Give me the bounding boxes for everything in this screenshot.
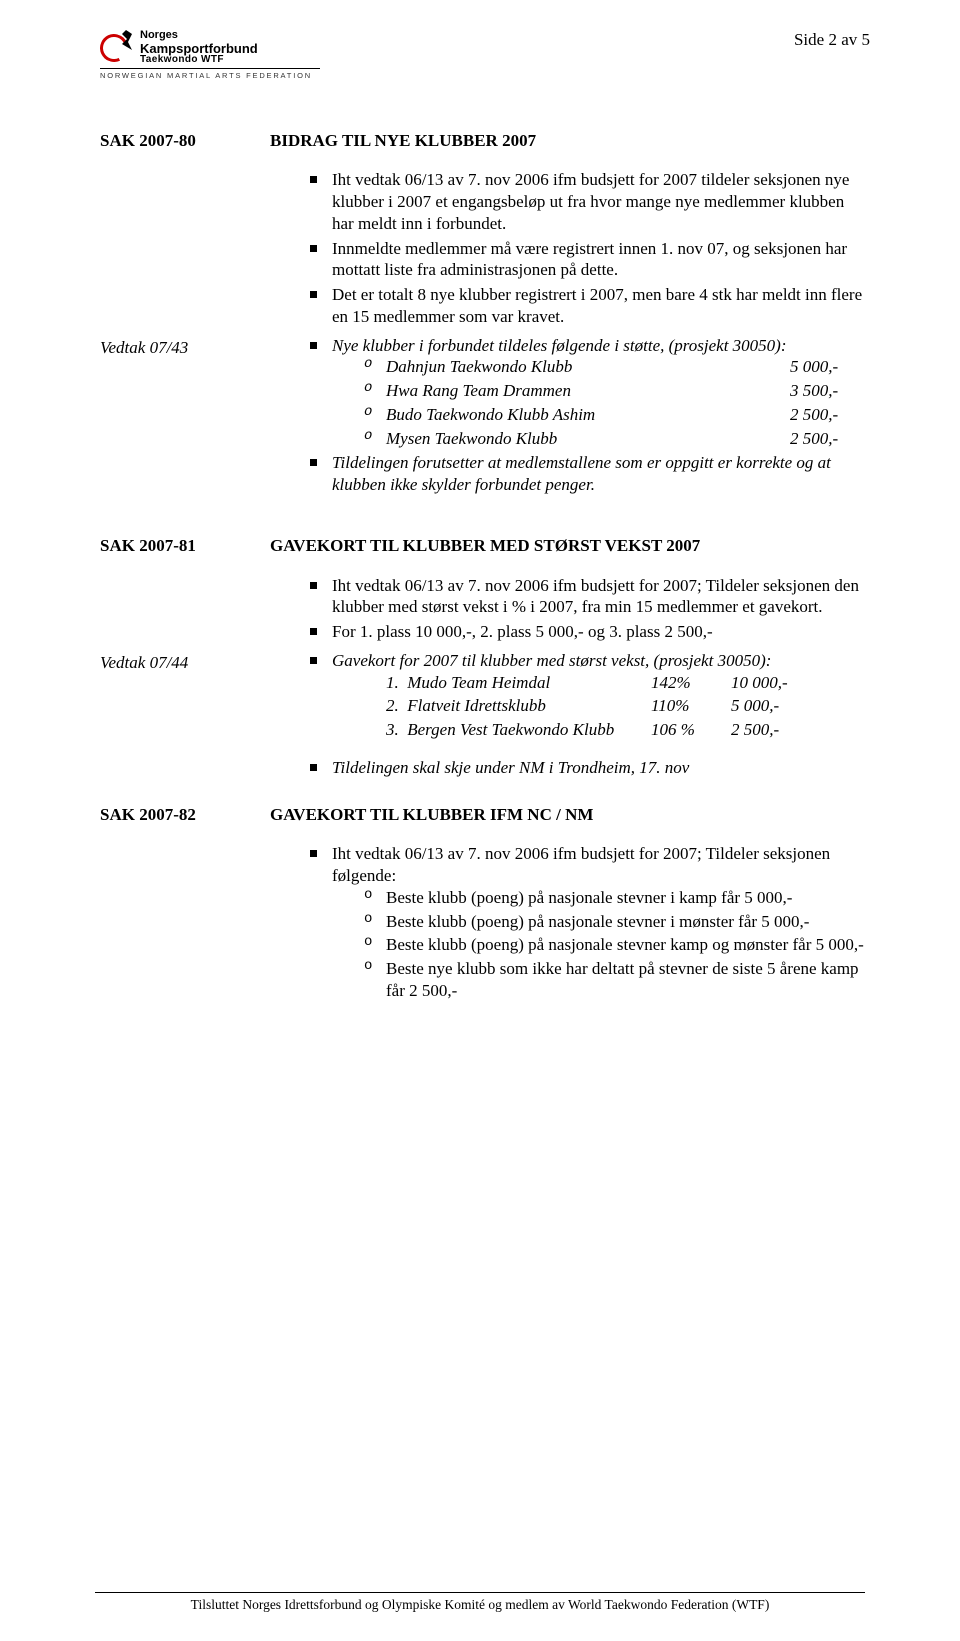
grant-row: Hwa Rang Team Drammen 3 500,- xyxy=(364,380,870,402)
logo-divider xyxy=(100,68,320,69)
sak-82-items: Beste klubb (poeng) på nasjonale stevner… xyxy=(364,887,870,1002)
rank-amount: 5 000,- xyxy=(731,695,811,717)
sak-82-title: GAVEKORT TIL KLUBBER IFM NC / NM xyxy=(270,804,870,826)
sak-82-intro-text: Iht vedtak 06/13 av 7. nov 2006 ifm buds… xyxy=(332,844,830,885)
logo-block: Norges Kampsportforbund Taekwondo WTF NO… xyxy=(100,30,320,80)
logo-line-3: Taekwondo WTF xyxy=(140,55,258,66)
vedtak-44-intro-text: Gavekort for 2007 til klubber med størst… xyxy=(332,651,771,670)
sak-82-item: Beste klubb (poeng) på nasjonale stevner… xyxy=(364,911,870,933)
sak-80-bullet: Innmeldte medlemmer må være registrert i… xyxy=(310,238,870,282)
grant-name: Hwa Rang Team Drammen xyxy=(386,380,790,402)
rank-num: 3. xyxy=(386,720,399,739)
sak-81-title: GAVEKORT TIL KLUBBER MED STØRST VEKST 20… xyxy=(270,535,870,557)
federation-logo-icon xyxy=(100,30,134,58)
vedtak-44-outro-list: Tildelingen skal skje under NM i Trondhe… xyxy=(310,757,870,779)
page-header: Norges Kampsportforbund Taekwondo WTF NO… xyxy=(100,30,870,80)
sak-80-bullet: Det er totalt 8 nye klubber registrert i… xyxy=(310,284,870,328)
logo-line-2: Kampsportforbund xyxy=(140,42,258,56)
vedtak-43-intro-text: Nye klubber i forbundet tildeles følgend… xyxy=(332,336,787,355)
vedtak-43-intro: Nye klubber i forbundet tildeles følgend… xyxy=(310,335,870,450)
sak-80-section: SAK 2007-80 BIDRAG TIL NYE KLUBBER 2007 … xyxy=(100,130,870,331)
vedtak-43-label: Vedtak 07/43 xyxy=(100,337,270,499)
vedtak-44-intro: Gavekort for 2007 til klubber med størst… xyxy=(310,650,870,741)
sak-80-bullets: Iht vedtak 06/13 av 7. nov 2006 ifm buds… xyxy=(310,169,870,327)
sak-82-item: Beste nye klubb som ikke har deltatt på … xyxy=(364,958,870,1002)
grant-row: Budo Taekwondo Klubb Ashim 2 500,- xyxy=(364,404,870,426)
logo-line-1: Norges xyxy=(140,30,258,42)
sak-82-section: SAK 2007-82 GAVEKORT TIL KLUBBER IFM NC … xyxy=(100,804,870,1005)
sak-82-item: Beste klubb (poeng) på nasjonale stevner… xyxy=(364,887,870,909)
sak-82-bullets: Iht vedtak 06/13 av 7. nov 2006 ifm buds… xyxy=(310,843,870,1001)
sak-81-bullets: Iht vedtak 06/13 av 7. nov 2006 ifm buds… xyxy=(310,575,870,643)
rank-pct: 110% xyxy=(651,695,731,717)
grant-amount: 2 500,- xyxy=(790,404,870,426)
rank-name: Bergen Vest Taekwondo Klubb xyxy=(407,720,614,739)
grant-amount: 3 500,- xyxy=(790,380,870,402)
sak-81-section: SAK 2007-81 GAVEKORT TIL KLUBBER MED STØ… xyxy=(100,535,870,646)
rank-name: Mudo Team Heimdal xyxy=(407,673,550,692)
vedtak-44-outro: Tildelingen skal skje under NM i Trondhe… xyxy=(310,757,870,779)
grant-name: Mysen Taekwondo Klubb xyxy=(386,428,790,450)
ranking-row: 3. Bergen Vest Taekwondo Klubb 106 % 2 5… xyxy=(364,719,870,741)
footer-divider xyxy=(95,1592,865,1593)
rank-pct: 142% xyxy=(651,672,731,694)
rank-pct: 106 % xyxy=(651,719,731,741)
grant-amount: 2 500,- xyxy=(790,428,870,450)
grant-row: Dahnjun Taekwondo Klubb 5 000,- xyxy=(364,356,870,378)
grant-row: Mysen Taekwondo Klubb 2 500,- xyxy=(364,428,870,450)
sak-81-bullet: For 1. plass 10 000,-, 2. plass 5 000,- … xyxy=(310,621,870,643)
sak-80-bullet: Iht vedtak 06/13 av 7. nov 2006 ifm buds… xyxy=(310,169,870,234)
vedtak-43-body: Nye klubber i forbundet tildeles følgend… xyxy=(310,335,870,496)
sak-80-title: BIDRAG TIL NYE KLUBBER 2007 xyxy=(270,130,870,152)
footer-text: Tilsluttet Norges Idrettsforbund og Olym… xyxy=(0,1597,960,1613)
vedtak-44-body: Gavekort for 2007 til klubber med størst… xyxy=(310,650,870,741)
vedtak-44-section: Vedtak 07/44 Gavekort for 2007 til klubb… xyxy=(100,650,870,782)
rank-amount: 10 000,- xyxy=(731,672,811,694)
sak-82-code: SAK 2007-82 xyxy=(100,804,270,1005)
grant-name: Budo Taekwondo Klubb Ashim xyxy=(386,404,790,426)
rank-num: 2. xyxy=(386,696,399,715)
ranking-row: 2. Flatveit Idrettsklubb 110% 5 000,- xyxy=(364,695,870,717)
page-indicator: Side 2 av 5 xyxy=(794,30,870,50)
sak-82-intro: Iht vedtak 06/13 av 7. nov 2006 ifm buds… xyxy=(310,843,870,1001)
sak-82-item: Beste klubb (poeng) på nasjonale stevner… xyxy=(364,934,870,956)
rank-amount: 2 500,- xyxy=(731,719,811,741)
grant-name: Dahnjun Taekwondo Klubb xyxy=(386,356,790,378)
vedtak-44-rankings: 1. Mudo Team Heimdal 142% 10 000,- 2. Fl… xyxy=(364,672,870,741)
vedtak-43-section: Vedtak 07/43 Nye klubber i forbundet til… xyxy=(100,335,870,499)
sak-81-code: SAK 2007-81 xyxy=(100,535,270,646)
sak-80-code: SAK 2007-80 xyxy=(100,130,270,331)
page-footer: Tilsluttet Norges Idrettsforbund og Olym… xyxy=(0,1592,960,1613)
vedtak-43-grants: Dahnjun Taekwondo Klubb 5 000,- Hwa Rang… xyxy=(364,356,870,449)
vedtak-44-label: Vedtak 07/44 xyxy=(100,652,270,782)
rank-name: Flatveit Idrettsklubb xyxy=(407,696,546,715)
vedtak-43-outro: Tildelingen forutsetter at medlemstallen… xyxy=(310,452,870,496)
grant-amount: 5 000,- xyxy=(790,356,870,378)
rank-num: 1. xyxy=(386,673,399,692)
ranking-row: 1. Mudo Team Heimdal 142% 10 000,- xyxy=(364,672,870,694)
sak-81-bullet: Iht vedtak 06/13 av 7. nov 2006 ifm buds… xyxy=(310,575,870,619)
logo-federation-name: NORWEGIAN MARTIAL ARTS FEDERATION xyxy=(100,72,320,80)
